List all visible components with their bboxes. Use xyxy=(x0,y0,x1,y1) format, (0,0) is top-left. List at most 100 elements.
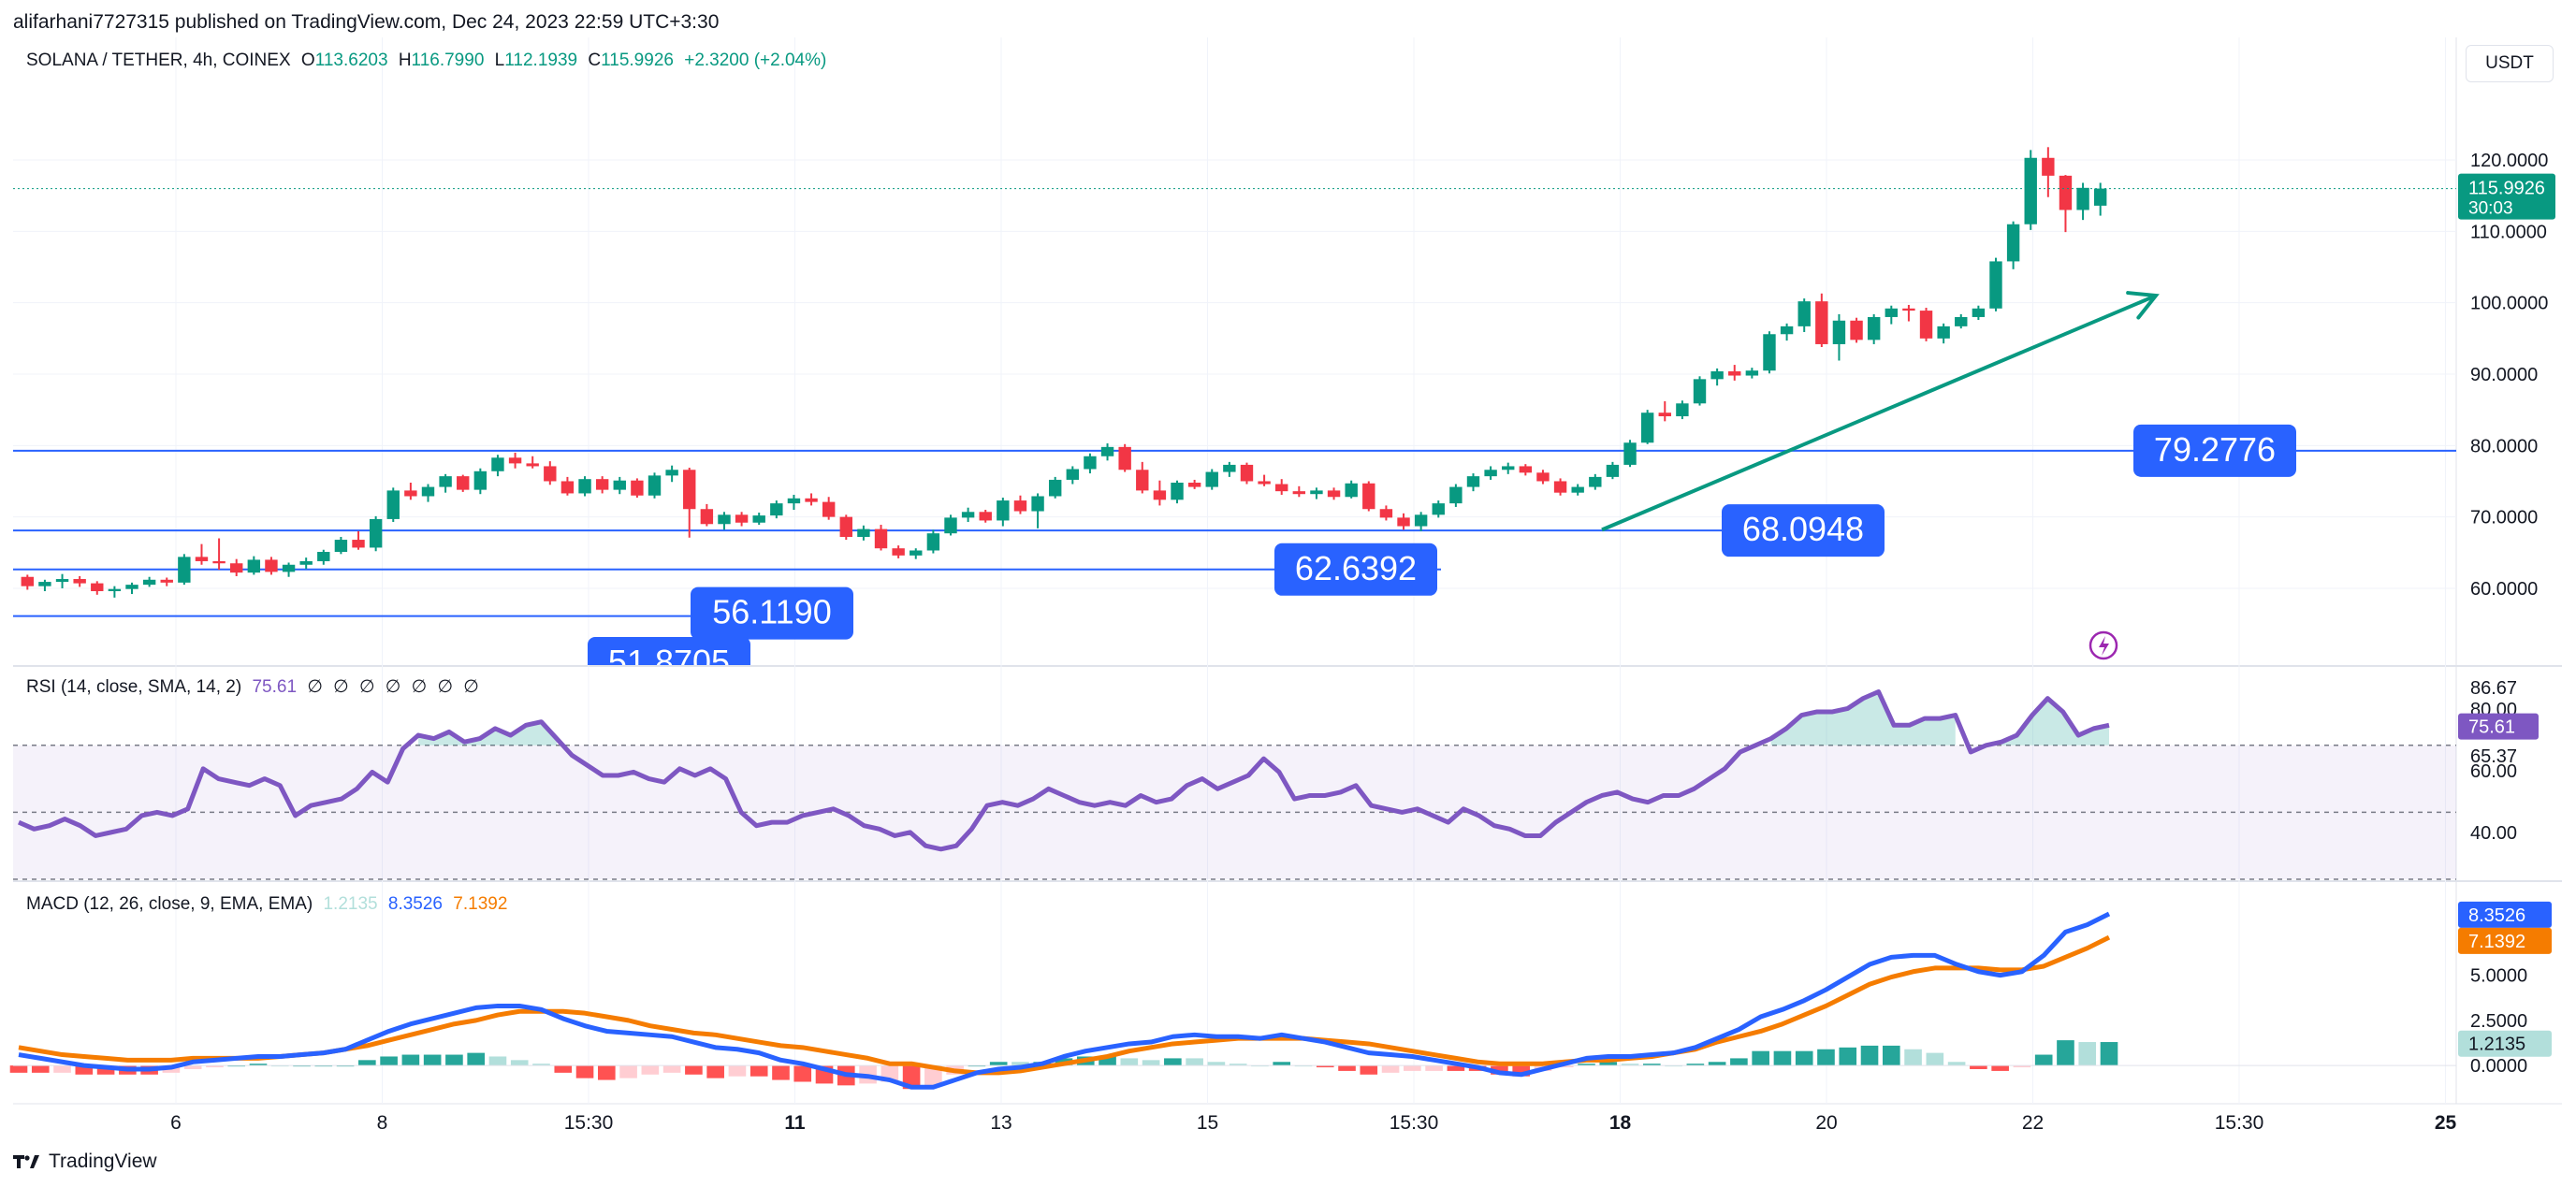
candle-body[interactable] xyxy=(1466,476,1480,487)
candle-body[interactable] xyxy=(1885,308,1898,317)
candle-body[interactable] xyxy=(299,560,313,565)
candle-body[interactable] xyxy=(1989,261,2002,309)
candle-body[interactable] xyxy=(265,559,278,572)
candle-body[interactable] xyxy=(665,470,678,476)
candle-body[interactable] xyxy=(1013,500,1027,512)
candle-body[interactable] xyxy=(1136,470,1149,491)
candle-body[interactable] xyxy=(839,516,852,537)
candle-body[interactable] xyxy=(2024,157,2037,224)
candle-body[interactable] xyxy=(421,486,435,497)
candle-body[interactable] xyxy=(1031,496,1044,512)
candle-body[interactable] xyxy=(979,512,992,521)
candle-body[interactable] xyxy=(1658,413,1671,417)
rsi-line[interactable] xyxy=(18,688,2110,852)
macd-line[interactable] xyxy=(18,911,2111,1090)
candle-body[interactable] xyxy=(1084,456,1097,470)
candle-body[interactable] xyxy=(282,564,296,572)
candle-body[interactable] xyxy=(38,582,51,586)
candle-body[interactable] xyxy=(752,515,765,523)
candle-body[interactable] xyxy=(1919,311,1933,339)
candle-body[interactable] xyxy=(212,560,226,564)
candle-body[interactable] xyxy=(334,540,348,553)
price-panel[interactable]: 79.2776 68.0948 62.6392 56.1190 51.8705 xyxy=(13,147,2456,689)
candle-body[interactable] xyxy=(1589,476,1602,487)
candle-body[interactable] xyxy=(2076,187,2089,210)
candle-body[interactable] xyxy=(874,528,888,549)
candle-body[interactable] xyxy=(1449,486,1463,504)
candle-body[interactable] xyxy=(735,514,749,523)
candle-body[interactable] xyxy=(247,559,261,573)
candle-body[interactable] xyxy=(178,557,191,583)
candle-body[interactable] xyxy=(160,579,173,583)
candle-body[interactable] xyxy=(1536,472,1550,482)
candle-body[interactable] xyxy=(1780,326,1794,335)
candle-body[interactable] xyxy=(386,490,400,519)
candle-body[interactable] xyxy=(1310,490,1323,495)
candle-body[interactable] xyxy=(1048,479,1062,497)
candle-body[interactable] xyxy=(578,479,591,494)
candle-body[interactable] xyxy=(2006,224,2020,262)
currency-button[interactable]: USDT xyxy=(2466,45,2554,82)
candle-body[interactable] xyxy=(1379,509,1393,518)
candle-body[interactable] xyxy=(1815,301,1828,344)
candle-body[interactable] xyxy=(1640,413,1654,443)
candle-body[interactable] xyxy=(1710,370,1724,380)
candle-body[interactable] xyxy=(700,509,714,525)
candle-body[interactable] xyxy=(1397,517,1410,527)
macd-signal-line[interactable] xyxy=(18,934,2111,1076)
candle-body[interactable] xyxy=(1623,442,1637,465)
candle-body[interactable] xyxy=(787,498,801,504)
candle-body[interactable] xyxy=(1345,483,1358,498)
candle-body[interactable] xyxy=(1763,334,1776,371)
level-label-box[interactable] xyxy=(1274,543,1437,596)
candle-body[interactable] xyxy=(1902,308,1915,311)
candle-body[interactable] xyxy=(1362,483,1375,510)
candle-body[interactable] xyxy=(648,475,662,496)
candle-body[interactable] xyxy=(1693,379,1707,404)
candle-body[interactable] xyxy=(195,557,209,561)
candle-body[interactable] xyxy=(1606,464,1620,477)
candle-body[interactable] xyxy=(526,463,539,467)
candle-body[interactable] xyxy=(1728,370,1741,376)
level-label-box[interactable] xyxy=(1722,504,1885,557)
candle-body[interactable] xyxy=(317,552,330,561)
candle-body[interactable] xyxy=(1414,514,1428,527)
candle-body[interactable] xyxy=(125,585,138,589)
candle-body[interactable] xyxy=(508,457,522,464)
candle-body[interactable] xyxy=(595,479,609,490)
candle-body[interactable] xyxy=(491,457,504,471)
candle-body[interactable] xyxy=(805,498,818,502)
candle-body[interactable] xyxy=(1867,316,1881,340)
candle-body[interactable] xyxy=(1676,403,1689,417)
trend-arrow[interactable] xyxy=(1601,294,2157,532)
candle-body[interactable] xyxy=(1502,466,1515,470)
candle-body[interactable] xyxy=(1553,481,1567,493)
candle-body[interactable] xyxy=(997,500,1010,521)
candle-body[interactable] xyxy=(910,550,923,556)
level-label-box[interactable] xyxy=(691,586,853,640)
candle-body[interactable] xyxy=(1066,469,1080,480)
candle-body[interactable] xyxy=(1327,490,1341,498)
level-label-box[interactable] xyxy=(2133,424,2296,477)
candle-body[interactable] xyxy=(544,466,557,482)
candle-body[interactable] xyxy=(404,490,417,497)
candle-body[interactable] xyxy=(822,501,836,517)
candle-body[interactable] xyxy=(73,579,86,584)
candle-body[interactable] xyxy=(457,476,470,490)
candle-body[interactable] xyxy=(857,528,870,537)
candle-body[interactable] xyxy=(1432,503,1445,515)
candle-body[interactable] xyxy=(1258,481,1271,485)
candle-body[interactable] xyxy=(1972,308,1986,317)
candle-body[interactable] xyxy=(142,579,156,586)
candle-body[interactable] xyxy=(1797,301,1811,326)
candle-body[interactable] xyxy=(1171,483,1184,500)
candle-body[interactable] xyxy=(230,563,243,573)
candle-body[interactable] xyxy=(1187,483,1201,487)
candle-body[interactable] xyxy=(55,579,69,583)
candle-body[interactable] xyxy=(1240,464,1254,482)
macd-legend[interactable]: MACD (12, 26, close, 9, EMA, EMA) 1.2135… xyxy=(26,894,513,915)
lightning-icon[interactable] xyxy=(2088,630,2118,660)
candle-body[interactable] xyxy=(352,540,365,548)
candle-body[interactable] xyxy=(439,476,452,487)
